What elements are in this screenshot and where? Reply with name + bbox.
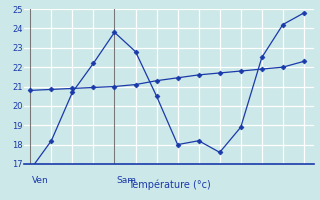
Text: Sam: Sam <box>116 176 137 185</box>
X-axis label: Température (°c): Température (°c) <box>128 180 211 190</box>
Text: Ven: Ven <box>32 176 49 185</box>
